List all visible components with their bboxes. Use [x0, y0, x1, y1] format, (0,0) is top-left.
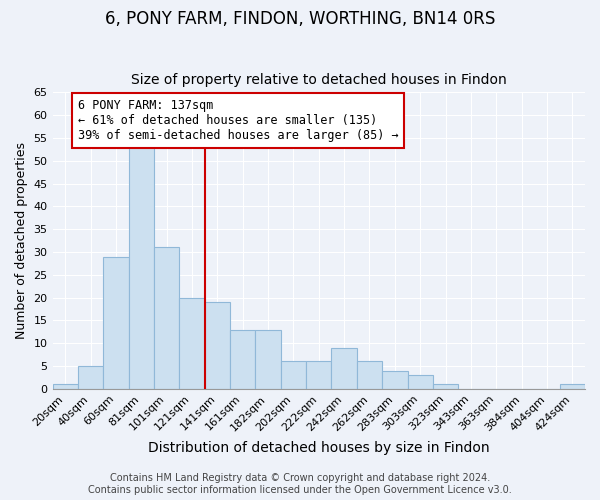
Y-axis label: Number of detached properties: Number of detached properties	[15, 142, 28, 339]
Bar	[154, 248, 179, 389]
Bar	[433, 384, 458, 389]
Bar	[560, 384, 585, 389]
Text: 6, PONY FARM, FINDON, WORTHING, BN14 0RS: 6, PONY FARM, FINDON, WORTHING, BN14 0RS	[105, 10, 495, 28]
Text: 6 PONY FARM: 137sqm
← 61% of detached houses are smaller (135)
39% of semi-detac: 6 PONY FARM: 137sqm ← 61% of detached ho…	[78, 99, 398, 142]
Bar	[103, 256, 128, 389]
Bar	[78, 366, 103, 389]
Bar	[230, 330, 256, 389]
X-axis label: Distribution of detached houses by size in Findon: Distribution of detached houses by size …	[148, 441, 490, 455]
Bar	[179, 298, 205, 389]
Bar	[382, 370, 407, 389]
Bar	[357, 362, 382, 389]
Bar	[281, 362, 306, 389]
Bar	[256, 330, 281, 389]
Title: Size of property relative to detached houses in Findon: Size of property relative to detached ho…	[131, 73, 506, 87]
Bar	[407, 375, 433, 389]
Bar	[128, 142, 154, 389]
Text: Contains HM Land Registry data © Crown copyright and database right 2024.
Contai: Contains HM Land Registry data © Crown c…	[88, 474, 512, 495]
Bar	[53, 384, 78, 389]
Bar	[331, 348, 357, 389]
Bar	[205, 302, 230, 389]
Bar	[306, 362, 331, 389]
